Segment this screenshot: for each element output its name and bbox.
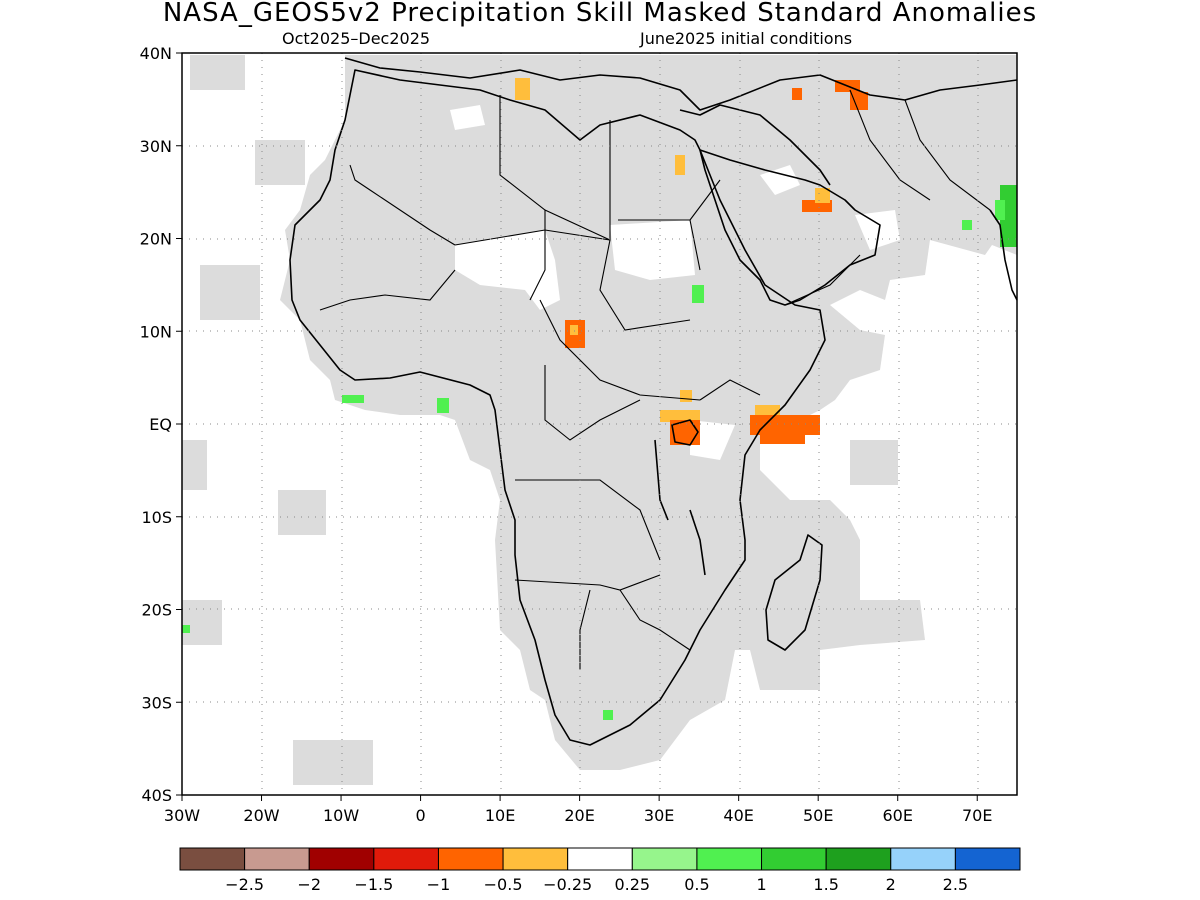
lat-tick-label: 10N xyxy=(140,322,172,341)
colorbar-swatch xyxy=(244,847,310,871)
coastlines xyxy=(289,57,1018,746)
colorbar-label: 0.5 xyxy=(684,875,709,894)
initial-conditions-label: June2025 initial conditions xyxy=(640,29,853,48)
colorbar-swatch xyxy=(437,847,504,871)
lon-tick-label: 30W xyxy=(164,806,200,825)
lat-tick-label: 30N xyxy=(140,137,172,156)
positive-anomalies xyxy=(182,185,1017,720)
colorbar-label: −1.5 xyxy=(354,875,393,894)
longitude-axis: 30W 20W 10W 0 10E 20E 30E 40E 50E 60E 70E xyxy=(164,795,992,825)
lat-tick-label: 10S xyxy=(141,508,172,527)
colorbar-label: 1 xyxy=(756,875,766,894)
colorbar-swatch xyxy=(890,847,956,871)
non-skill-holes xyxy=(450,105,900,460)
colorbar-label: −2.5 xyxy=(225,875,264,894)
chart-title: NASA_GEOS5v2 Precipitation Skill Masked … xyxy=(162,0,1038,28)
skill-mask-region xyxy=(182,55,1017,785)
colorbar: −2.5 −2 −1.5 −1 −0.5 −0.25 0.25 0.5 1 1.5 2 2.5 xyxy=(179,847,1021,894)
colorbar-swatch xyxy=(825,847,892,871)
colorbar-swatch xyxy=(308,847,375,871)
lon-tick-label: 20E xyxy=(564,806,594,825)
latitude-axis: 40N 30N 20N 10N EQ 10S 20S 30S 40S xyxy=(140,44,182,805)
colorbar-label: 2 xyxy=(886,875,896,894)
colorbar-label: −0.5 xyxy=(484,875,523,894)
colorbar-label: −0.25 xyxy=(543,875,592,894)
negative-anomalies xyxy=(515,78,868,445)
lon-tick-label: 60E xyxy=(882,806,912,825)
country-borders xyxy=(319,89,991,670)
colorbar-label: −1 xyxy=(427,875,451,894)
colorbar-swatch xyxy=(696,847,763,871)
lon-tick-label: 10E xyxy=(485,806,515,825)
colorbar-swatch xyxy=(954,847,1021,871)
lat-tick-label: EQ xyxy=(149,415,172,434)
colorbar-label: 2.5 xyxy=(943,875,968,894)
colorbar-swatch xyxy=(373,847,439,871)
colorbar-swatch xyxy=(631,847,698,871)
lon-tick-label: 50E xyxy=(803,806,833,825)
lat-tick-label: 40S xyxy=(141,786,172,805)
colorbar-label: 0.25 xyxy=(614,875,650,894)
lon-tick-label: 10W xyxy=(323,806,359,825)
colorbar-label: −2 xyxy=(297,875,321,894)
colorbar-label: 1.5 xyxy=(813,875,838,894)
lon-tick-label: 70E xyxy=(962,806,992,825)
lon-tick-label: 30E xyxy=(644,806,674,825)
lat-tick-label: 40N xyxy=(140,44,172,63)
lon-tick-label: 20W xyxy=(243,806,279,825)
graticule xyxy=(182,53,1017,795)
lon-tick-label: 40E xyxy=(723,806,753,825)
lon-tick-label: 0 xyxy=(415,806,425,825)
colorbar-swatch xyxy=(567,847,633,871)
lat-tick-label: 20N xyxy=(140,230,172,249)
lat-tick-label: 20S xyxy=(141,601,172,620)
season-label: Oct2025–Dec2025 xyxy=(282,29,431,48)
colorbar-swatch xyxy=(179,847,246,871)
colorbar-swatch xyxy=(502,847,569,871)
lat-tick-label: 30S xyxy=(141,693,172,712)
colorbar-swatch xyxy=(761,847,827,871)
